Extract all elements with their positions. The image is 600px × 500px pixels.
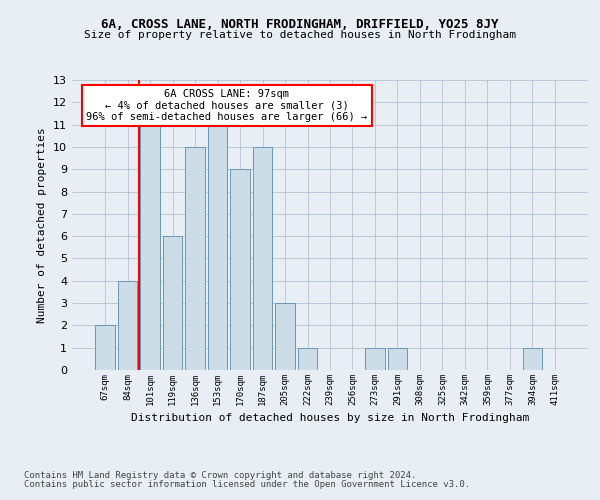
Bar xyxy=(230,169,250,370)
Text: Size of property relative to detached houses in North Frodingham: Size of property relative to detached ho… xyxy=(84,30,516,40)
Bar xyxy=(185,147,205,370)
Bar xyxy=(163,236,182,370)
Text: Contains public sector information licensed under the Open Government Licence v3: Contains public sector information licen… xyxy=(24,480,470,489)
Bar xyxy=(388,348,407,370)
X-axis label: Distribution of detached houses by size in North Frodingham: Distribution of detached houses by size … xyxy=(131,414,529,424)
Bar xyxy=(253,147,272,370)
Bar xyxy=(523,348,542,370)
Bar xyxy=(140,124,160,370)
Bar xyxy=(208,124,227,370)
Bar xyxy=(298,348,317,370)
Text: 6A CROSS LANE: 97sqm
← 4% of detached houses are smaller (3)
96% of semi-detache: 6A CROSS LANE: 97sqm ← 4% of detached ho… xyxy=(86,88,367,122)
Text: Contains HM Land Registry data © Crown copyright and database right 2024.: Contains HM Land Registry data © Crown c… xyxy=(24,471,416,480)
Bar xyxy=(275,303,295,370)
Y-axis label: Number of detached properties: Number of detached properties xyxy=(37,127,47,323)
Text: 6A, CROSS LANE, NORTH FRODINGHAM, DRIFFIELD, YO25 8JY: 6A, CROSS LANE, NORTH FRODINGHAM, DRIFFI… xyxy=(101,18,499,30)
Bar xyxy=(118,281,137,370)
Bar xyxy=(365,348,385,370)
Bar xyxy=(95,326,115,370)
